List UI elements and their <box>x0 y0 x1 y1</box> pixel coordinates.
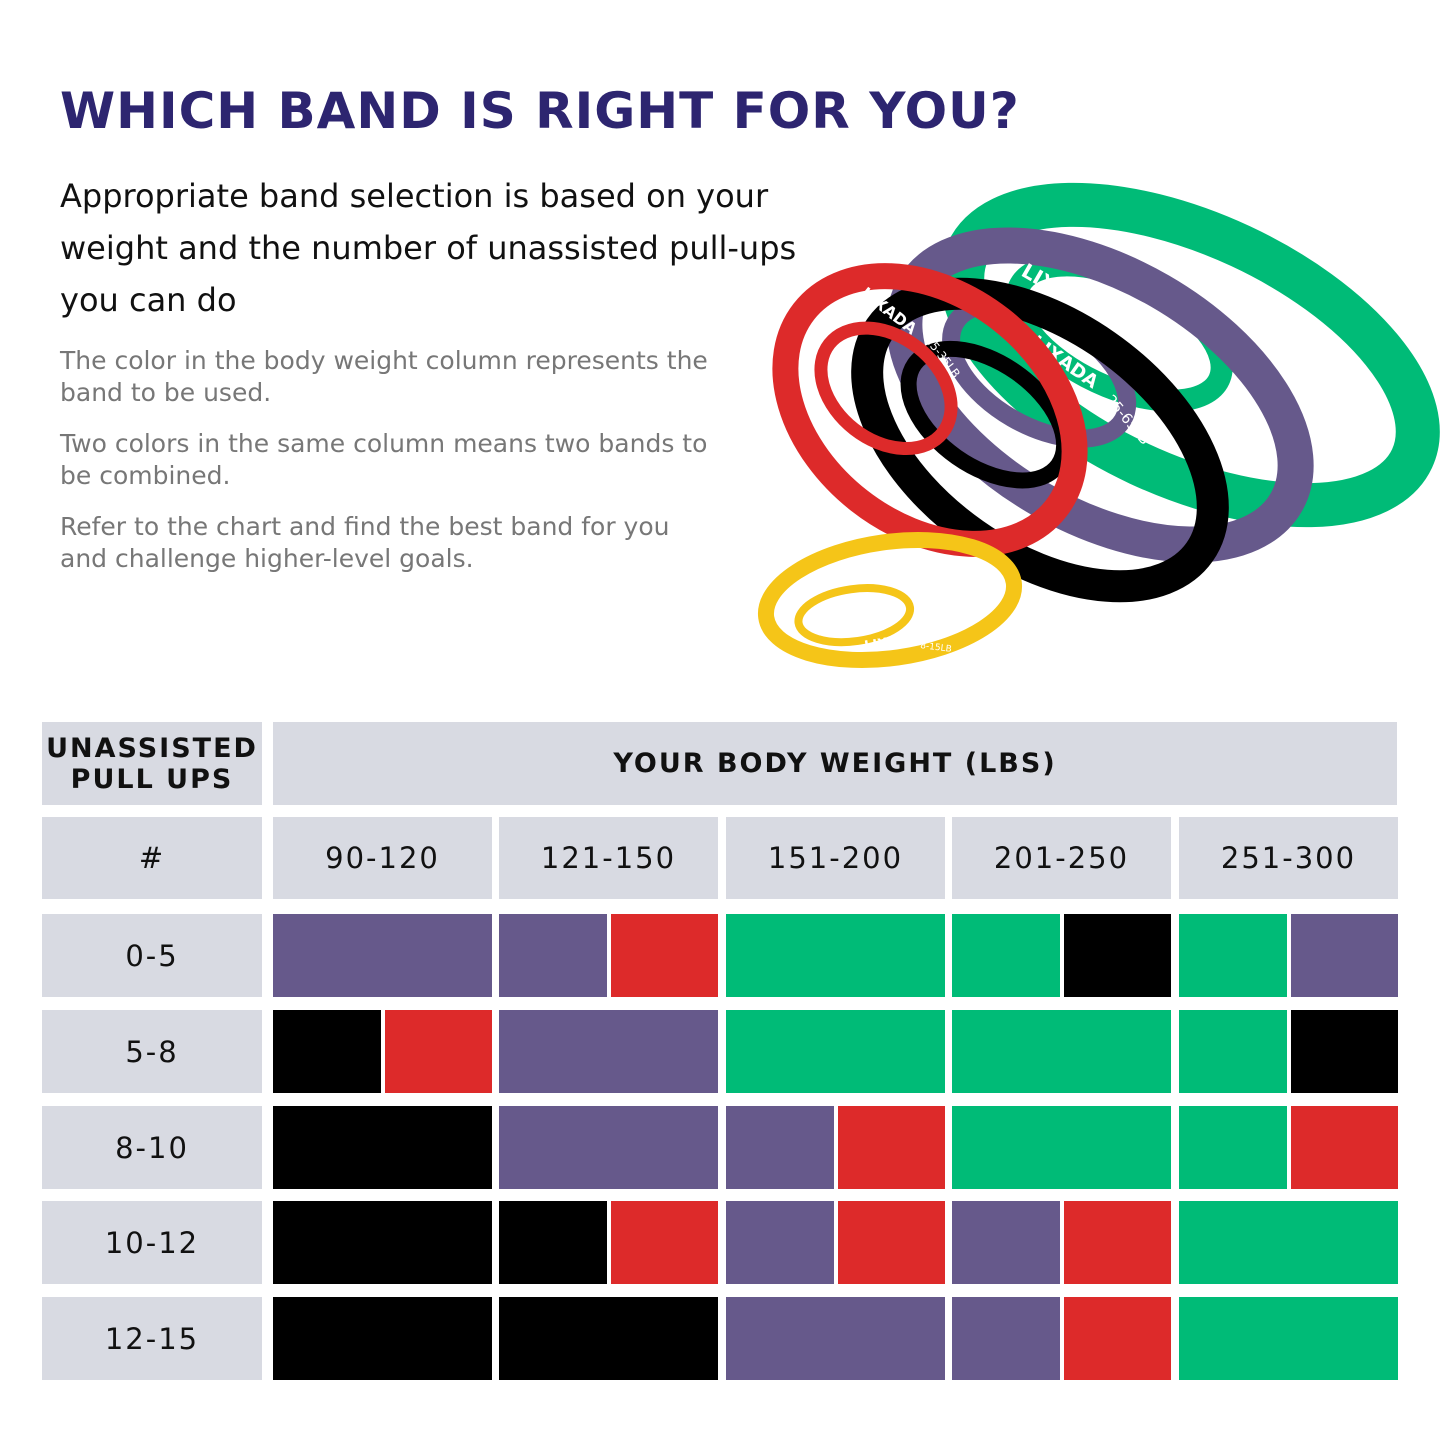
row-label: 5-8 <box>42 1010 262 1093</box>
row-label: 10-12 <box>42 1201 262 1284</box>
band-swatch <box>726 914 945 997</box>
band-swatch <box>499 1297 718 1380</box>
band-swatch <box>837 1106 945 1189</box>
band-coil <box>794 584 915 647</box>
band-swatch <box>610 1201 718 1284</box>
band-coil <box>814 321 958 456</box>
corner-header: UNASSISTED PULL UPS <box>42 722 262 805</box>
bands-illustration: LIXADA50-125LBLIXADA35-85LBLIXADA25-65LB… <box>757 182 1440 669</box>
band-swatch <box>1290 1106 1398 1189</box>
band-swatch <box>837 1201 945 1284</box>
row-header: # <box>42 817 262 899</box>
band-coil <box>900 340 1073 489</box>
column-header: 251-300 <box>1179 817 1398 899</box>
band-swatch <box>273 914 492 997</box>
band-swatch <box>1179 1106 1287 1189</box>
band-label: 8-15LB <box>920 641 953 655</box>
band-swatch <box>273 1106 492 1189</box>
band-swatch <box>1290 1010 1398 1093</box>
band-swatch <box>499 914 607 997</box>
note: The color in the body weight column repr… <box>60 346 708 407</box>
band-swatch <box>726 1201 834 1284</box>
note: Refer to the chart and find the best ban… <box>60 512 670 573</box>
column-header: 90-120 <box>273 817 492 899</box>
title: WHICH BAND IS RIGHT FOR YOU? <box>60 82 1020 140</box>
row-label: 12-15 <box>42 1297 262 1380</box>
band <box>772 263 1088 557</box>
band-swatch <box>1179 914 1287 997</box>
column-header: 151-200 <box>726 817 945 899</box>
band-swatch <box>610 914 718 997</box>
band-swatch <box>726 1297 945 1380</box>
band-swatch <box>1179 1201 1398 1284</box>
band-swatch <box>1290 914 1398 997</box>
band-swatch <box>273 1297 492 1380</box>
band-swatch <box>1063 914 1171 997</box>
band <box>757 531 1023 669</box>
band-swatch <box>384 1010 492 1093</box>
band-swatch <box>726 1106 834 1189</box>
band-swatch <box>952 1106 1171 1189</box>
band-swatch <box>499 1201 607 1284</box>
row-label: 0-5 <box>42 914 262 997</box>
band-swatch <box>952 1297 1060 1380</box>
note: Two colors in the same column means two … <box>60 429 708 490</box>
band-swatch <box>499 1106 718 1189</box>
band-swatch <box>1063 1297 1171 1380</box>
band-brand: LIXADA <box>863 632 919 654</box>
band-swatch <box>1063 1201 1171 1284</box>
row-label: 8-10 <box>42 1106 262 1189</box>
band-swatch <box>499 1010 718 1093</box>
band-swatch <box>726 1010 945 1093</box>
band-swatch <box>952 914 1060 997</box>
band-swatch <box>273 1010 381 1093</box>
subtitle: Appropriate band selection is based on y… <box>60 177 797 319</box>
column-header: 121-150 <box>499 817 718 899</box>
span-header: YOUR BODY WEIGHT (LBS) <box>273 722 1397 805</box>
band-swatch <box>1179 1010 1287 1093</box>
band-swatch <box>1179 1297 1398 1380</box>
band-swatch <box>952 1201 1060 1284</box>
band-swatch <box>273 1201 492 1284</box>
column-header: 201-250 <box>952 817 1171 899</box>
band-swatch <box>952 1010 1171 1093</box>
